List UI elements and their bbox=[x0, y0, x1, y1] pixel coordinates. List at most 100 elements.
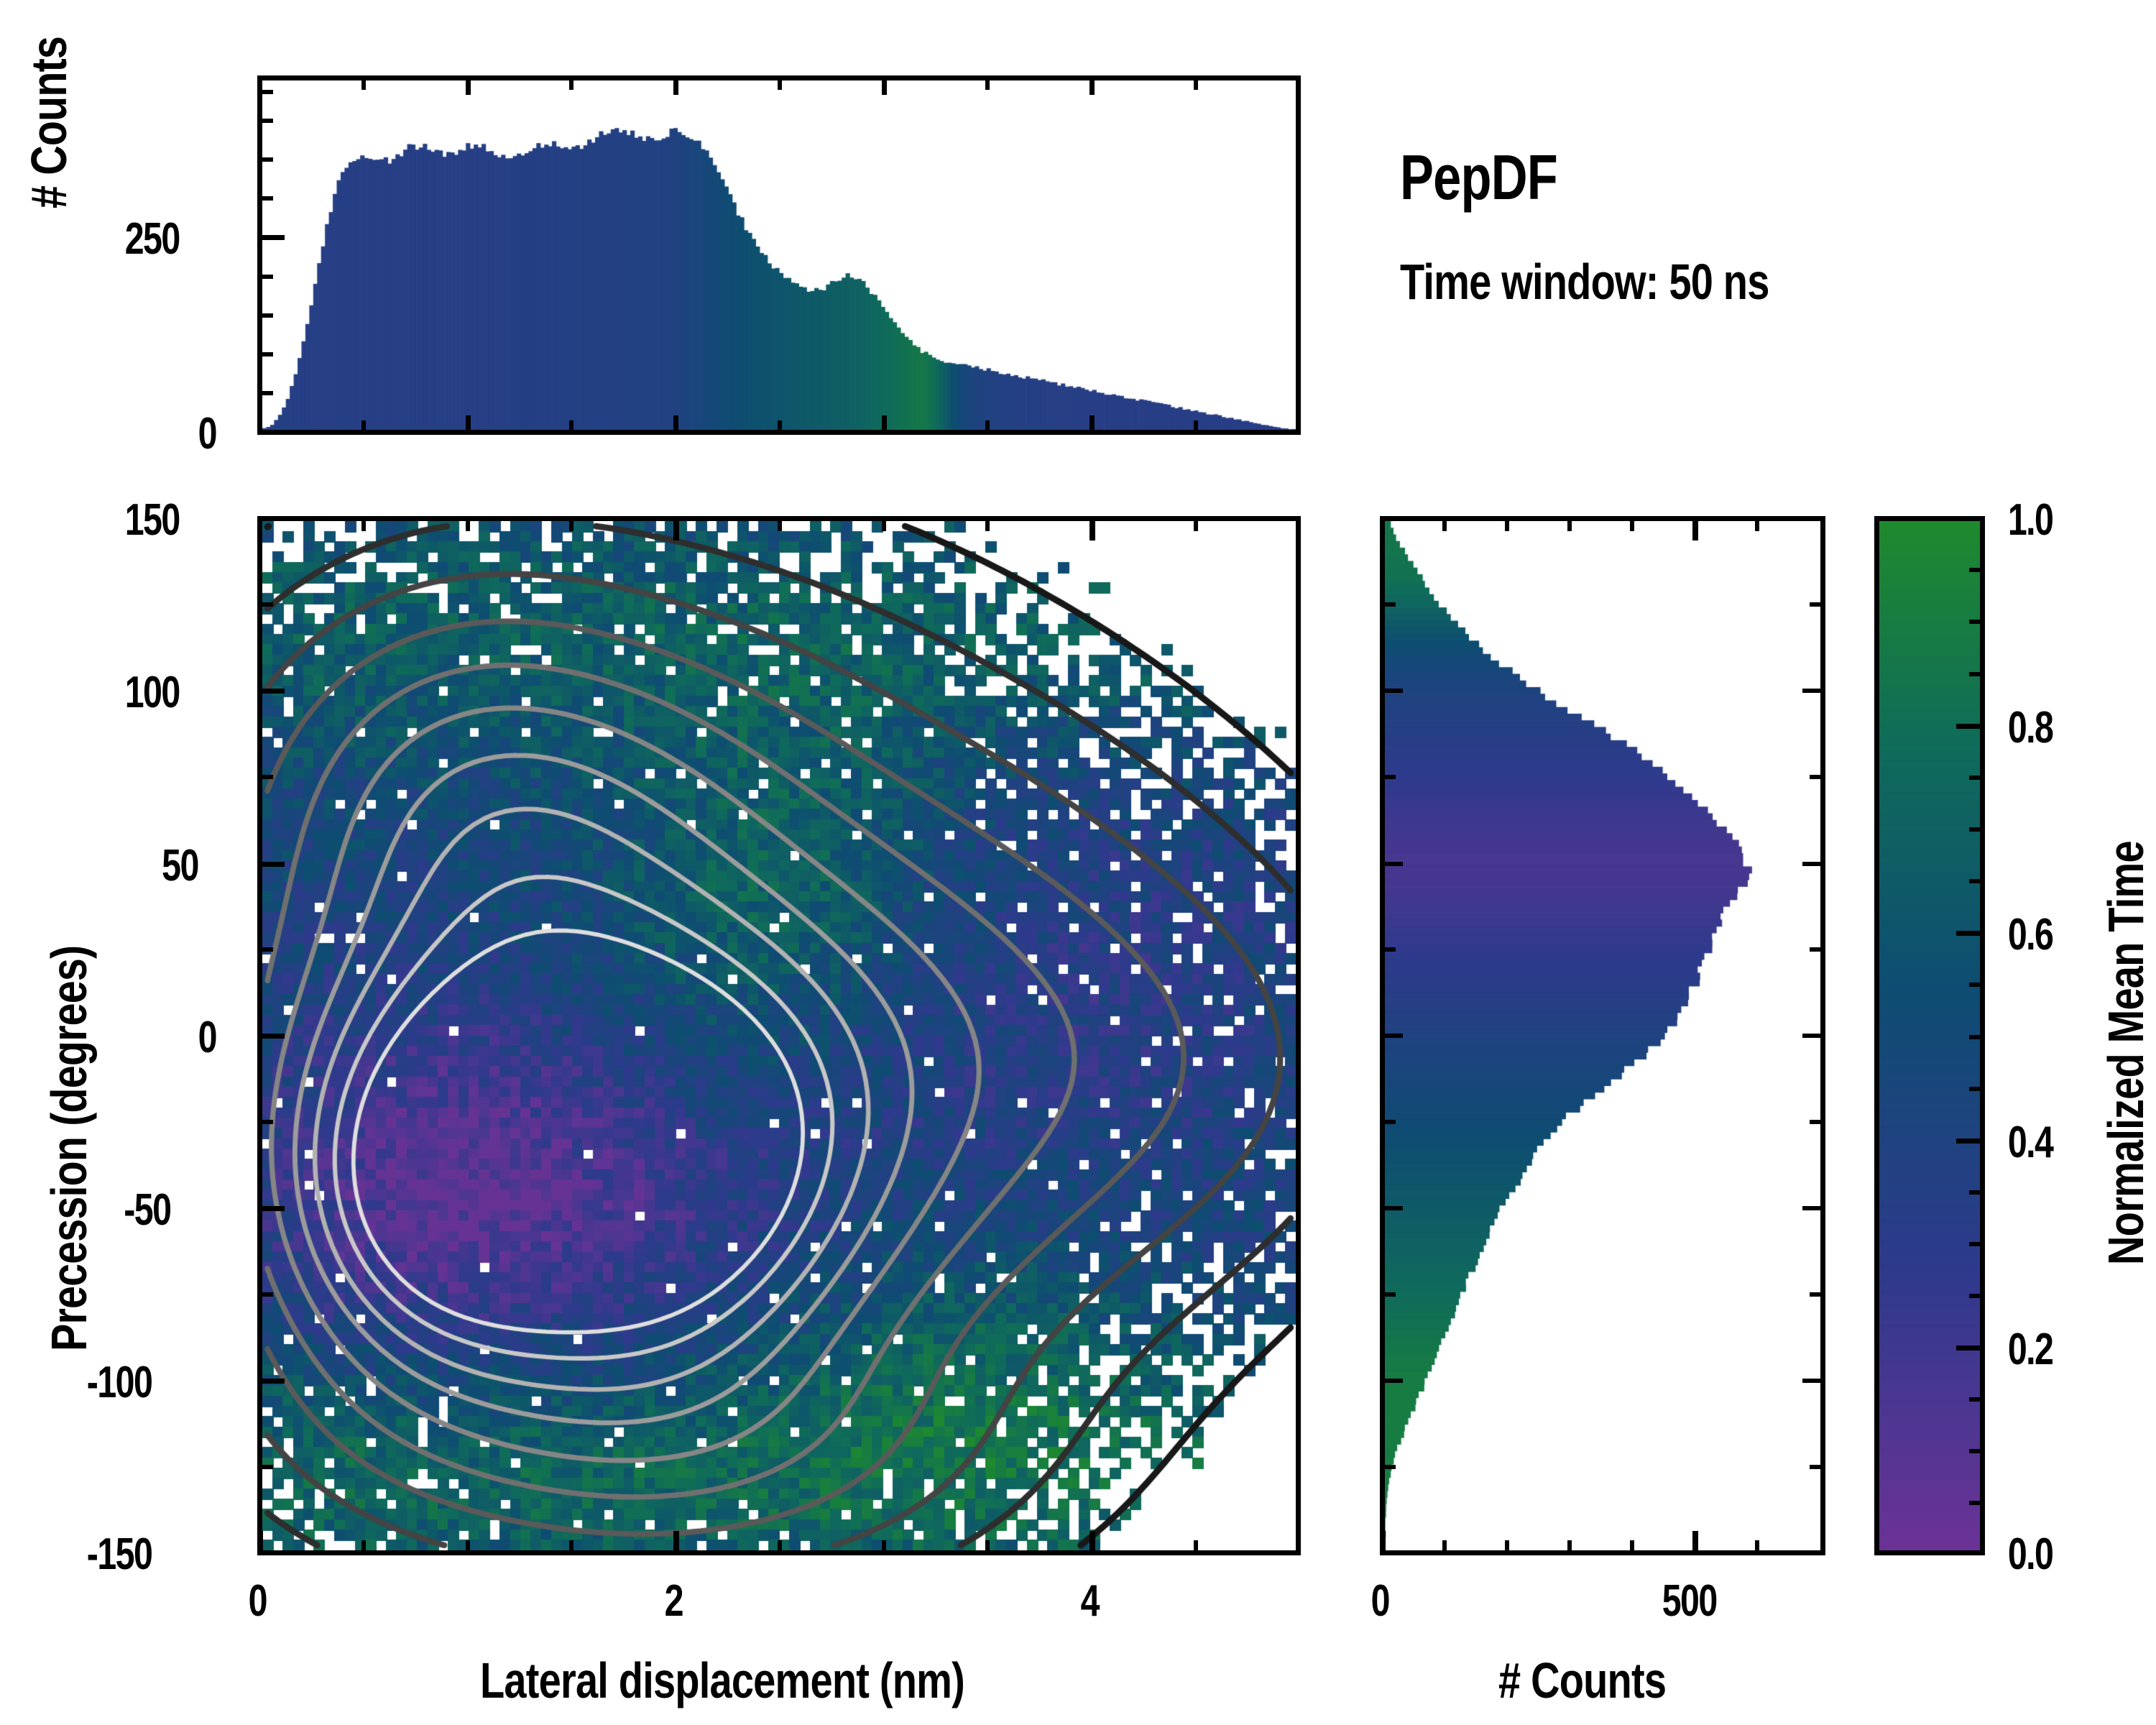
right-hist-xtick-m4 bbox=[1630, 1540, 1634, 1555]
colorbar bbox=[1874, 516, 1985, 1555]
main-xtick-m45 bbox=[1194, 1540, 1198, 1555]
right-hist-ytick-4 bbox=[1380, 862, 1403, 866]
right-histogram-canvas bbox=[1385, 521, 1820, 1550]
right-hist-xtick-500 bbox=[1692, 1531, 1698, 1555]
top-hist-xtick-8 bbox=[1089, 415, 1095, 435]
colorbar-tick-minor-9 bbox=[1969, 1087, 1985, 1091]
colorbar-tick-0_0 bbox=[1956, 1550, 1985, 1555]
colorbar-tick-label-0_6: 0.6 bbox=[2007, 910, 2054, 960]
right-hist-xlabel: # Counts bbox=[1498, 1652, 1667, 1708]
top-hist-ytick-label-0: 0 bbox=[198, 409, 218, 459]
main-xtick-m05 bbox=[361, 1540, 366, 1555]
top-hist-ytick-minor-d bbox=[257, 275, 273, 279]
right-hist-xtick-top-m2 bbox=[1505, 516, 1509, 531]
main-xtick-4 bbox=[1089, 1531, 1095, 1555]
top-hist-xtick-0 bbox=[257, 420, 262, 435]
top-hist-xtick-top-4 bbox=[673, 75, 678, 95]
main-ytick-major-0 bbox=[257, 1034, 285, 1039]
right-hist-xtick-top-m1 bbox=[1442, 516, 1447, 531]
colorbar-tick-minor-12 bbox=[1969, 1294, 1985, 1298]
top-hist-xtick-top-1 bbox=[361, 75, 366, 90]
main-xtick-label-4: 4 bbox=[1080, 1576, 1100, 1626]
top-hist-ytick-minor-h bbox=[257, 90, 273, 94]
main-ytick-major-m100 bbox=[257, 1379, 285, 1384]
colorbar-gradient bbox=[1879, 521, 1980, 1550]
top-hist-ytick-minor-c bbox=[257, 313, 273, 318]
main-xtick-top-05 bbox=[361, 516, 366, 531]
colorbar-tick-minor-8 bbox=[1969, 1035, 1985, 1039]
top-hist-ytick-label-250: 250 bbox=[124, 214, 181, 264]
figure-title: PepDF bbox=[1400, 142, 1558, 213]
right-hist-ytick-r7 bbox=[1810, 1120, 1825, 1124]
top-hist-ytick-minor-a bbox=[257, 391, 273, 395]
colorbar-tick-label-1_0: 1.0 bbox=[2007, 495, 2054, 545]
top-histogram-canvas bbox=[262, 80, 1296, 430]
top-hist-ytick-major-0 bbox=[257, 430, 285, 435]
top-hist-ytick-minor-e bbox=[257, 196, 273, 201]
top-hist-xtick-6 bbox=[882, 415, 887, 435]
main-xtick-label-0: 0 bbox=[248, 1576, 268, 1626]
main-xtick-top-2 bbox=[673, 516, 679, 540]
top-hist-xtick-7 bbox=[985, 420, 990, 435]
top-hist-ytick-minor-f bbox=[257, 157, 273, 162]
colorbar-tick-label-0_4: 0.4 bbox=[2007, 1118, 2054, 1167]
main-ytick-label-0: 0 bbox=[198, 1013, 218, 1062]
right-hist-ytick-r4 bbox=[1802, 862, 1825, 866]
main-xtick-1 bbox=[466, 1540, 470, 1555]
colorbar-tick-minor-6 bbox=[1969, 879, 1985, 883]
main-ytick-minor-1 bbox=[257, 602, 273, 607]
right-hist-ytick-r9 bbox=[1810, 1292, 1825, 1297]
main-xtick-m25 bbox=[778, 1540, 782, 1555]
main-ytick-major-100 bbox=[257, 689, 285, 694]
top-hist-ylabel: # Counts bbox=[21, 37, 77, 208]
colorbar-tick-minor-10 bbox=[1969, 1190, 1985, 1195]
top-hist-ytick-major-250 bbox=[257, 235, 285, 240]
main-xtick-top-45 bbox=[1194, 516, 1198, 531]
right-hist-ytick-r10 bbox=[1802, 1379, 1825, 1383]
right-hist-ytick-1 bbox=[1380, 602, 1396, 607]
right-hist-ytick-r6 bbox=[1802, 1034, 1825, 1038]
main-xtick-label-2: 2 bbox=[664, 1576, 684, 1626]
colorbar-tick-minor-3 bbox=[1969, 672, 1985, 676]
right-hist-ytick-9 bbox=[1380, 1292, 1396, 1297]
main-xtick-top-15 bbox=[569, 516, 573, 531]
colorbar-tick-minor-1 bbox=[1969, 568, 1985, 572]
right-hist-xtick-m3 bbox=[1567, 1540, 1572, 1555]
right-hist-xtick-m2 bbox=[1505, 1540, 1509, 1555]
colorbar-tick-label-0_0: 0.0 bbox=[2007, 1530, 2054, 1579]
top-hist-xtick-2 bbox=[466, 415, 471, 435]
main-ytick-minor-3 bbox=[257, 947, 273, 952]
top-hist-xtick-top-3 bbox=[569, 75, 573, 90]
main-ytick-minor-2 bbox=[257, 775, 273, 779]
right-hist-xtick-label-0: 0 bbox=[1370, 1576, 1391, 1626]
right-hist-ytick-11 bbox=[1380, 1465, 1396, 1469]
main-ylabel: Precession (degrees) bbox=[41, 945, 97, 1351]
colorbar-tick-label-0_2: 0.2 bbox=[2007, 1325, 2054, 1374]
top-hist-xtick-3 bbox=[569, 420, 573, 435]
main-xtick-top-4 bbox=[1089, 516, 1095, 540]
main-xtick-top-25 bbox=[778, 516, 782, 531]
right-hist-xtick-0 bbox=[1380, 1531, 1386, 1555]
main-ytick-minor-5 bbox=[257, 1292, 273, 1297]
top-hist-xtick-top-5 bbox=[778, 75, 782, 90]
main-ytick-label-50: 50 bbox=[162, 841, 199, 891]
right-hist-xtick-top-m5 bbox=[1755, 516, 1759, 531]
main-xtick-top-1 bbox=[466, 516, 470, 531]
top-hist-xtick-5 bbox=[778, 420, 782, 435]
right-hist-ytick-r2 bbox=[1802, 689, 1825, 693]
main-ytick-label-150: 150 bbox=[124, 495, 181, 545]
main-xtick-0 bbox=[257, 1531, 263, 1555]
top-hist-xtick-1 bbox=[361, 420, 366, 435]
colorbar-tick-minor-13 bbox=[1969, 1397, 1985, 1402]
colorbar-tick-minor-5 bbox=[1969, 827, 1985, 832]
main-ytick-minor-6 bbox=[257, 1465, 273, 1469]
main-xtick-m15 bbox=[569, 1540, 573, 1555]
colorbar-tick-minor-14 bbox=[1969, 1449, 1985, 1453]
main-ytick-label-m100: -100 bbox=[86, 1358, 153, 1407]
main-ytick-major-m150 bbox=[257, 1550, 285, 1555]
right-hist-ytick-r3 bbox=[1810, 775, 1825, 779]
main-xtick-top-35 bbox=[985, 516, 990, 531]
main-ytick-label-m150: -150 bbox=[86, 1530, 153, 1579]
top-hist-xtick-4 bbox=[673, 415, 678, 435]
colorbar-tick-label-0_8: 0.8 bbox=[2007, 703, 2054, 753]
